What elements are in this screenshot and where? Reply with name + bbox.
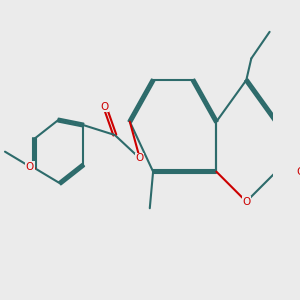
Text: O: O — [297, 167, 300, 177]
Text: O: O — [101, 102, 109, 112]
Text: O: O — [26, 162, 34, 172]
Text: O: O — [136, 153, 144, 163]
Text: O: O — [242, 196, 250, 207]
